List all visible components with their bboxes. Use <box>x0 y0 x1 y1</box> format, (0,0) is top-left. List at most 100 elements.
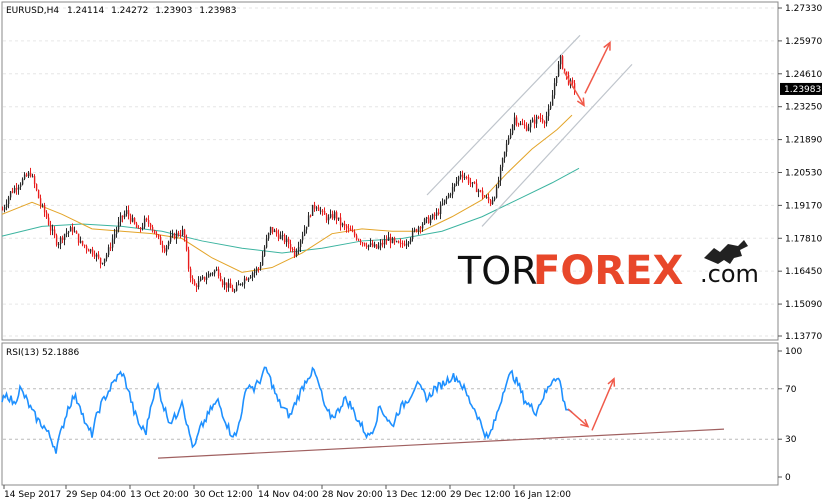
candle-body <box>241 283 244 285</box>
candle-body <box>299 240 302 247</box>
price-tick-label: 1.25970 <box>785 37 822 47</box>
candle-body <box>253 271 256 274</box>
candle-body <box>457 176 460 182</box>
candle-body <box>53 229 56 236</box>
candle-body <box>201 276 204 279</box>
rsi-forecast-arrow-head <box>580 418 590 428</box>
candle-body <box>475 183 478 193</box>
candle-body <box>273 230 276 233</box>
candle-body <box>469 182 472 184</box>
rsi-tick-label: 0 <box>785 473 791 483</box>
candle-body <box>205 277 208 280</box>
candle-body <box>559 56 562 65</box>
candle-body <box>561 56 564 69</box>
rsi-forecast-arrow-head <box>607 377 616 387</box>
candle-body <box>117 221 120 230</box>
candle-body <box>553 83 556 96</box>
candle-body <box>45 212 48 218</box>
candle-body <box>331 214 334 219</box>
candle-body <box>531 119 534 123</box>
candle-body <box>199 278 202 282</box>
candle-body <box>415 229 418 232</box>
candle-body <box>237 283 240 286</box>
candle-body <box>351 230 354 232</box>
candle-body <box>11 191 14 193</box>
candle-body <box>485 197 488 199</box>
candle-body <box>319 210 322 212</box>
time-tick-label: 16 Jan 12:00 <box>514 490 571 500</box>
price-tick-label: 1.15090 <box>785 300 822 310</box>
candle-body <box>493 197 496 200</box>
candle-body <box>573 83 576 90</box>
candle-body <box>403 244 406 246</box>
candle-body <box>269 226 272 233</box>
ohlc-open: 1.24114 <box>67 6 104 16</box>
candle-body <box>55 235 58 245</box>
price-tick-label: 1.21890 <box>785 136 822 146</box>
candle-body <box>5 204 8 208</box>
rsi-forecast-arrows <box>567 377 616 431</box>
candle-body <box>123 213 126 218</box>
watermark-com: .com <box>700 260 759 288</box>
candle-body <box>183 229 186 238</box>
candle-body <box>289 243 292 249</box>
candle-body <box>131 218 134 222</box>
candle-body <box>271 226 274 233</box>
candle-body <box>499 167 502 181</box>
candle-body <box>233 290 236 292</box>
candle-body <box>31 176 34 178</box>
candle-body <box>341 223 344 226</box>
candle-body <box>365 245 368 248</box>
candle-body <box>315 207 318 209</box>
price-tick-label: 1.20530 <box>785 168 822 178</box>
candle-body <box>23 174 26 179</box>
time-tick-label: 28 Nov 20:00 <box>322 490 383 500</box>
candle-body <box>321 210 324 212</box>
candle-body <box>517 123 520 125</box>
candle-body <box>295 251 298 256</box>
candle-body <box>249 276 252 279</box>
candle-body <box>451 187 454 195</box>
candle-body <box>101 262 104 264</box>
candle-body <box>87 249 90 252</box>
candle-body <box>17 187 20 190</box>
candle-body <box>229 283 232 289</box>
current-price-label: 1.23983 <box>784 85 821 95</box>
candle-body <box>327 217 330 221</box>
time-tick-label: 29 Dec 12:00 <box>450 490 511 500</box>
candle-body <box>73 231 76 233</box>
candle-body <box>75 231 78 234</box>
candle-body <box>325 214 328 221</box>
rsi-title: RSI(13) 52.1886 <box>6 348 79 358</box>
candle-body <box>3 207 6 210</box>
candle-body <box>347 228 350 230</box>
candle-body <box>165 246 168 252</box>
candle-body <box>467 177 470 183</box>
rsi-tick-label: 30 <box>785 435 797 445</box>
price-forecast-arrows <box>563 41 611 107</box>
candle-body <box>541 118 544 122</box>
candle-body <box>111 239 114 248</box>
candle-body <box>425 217 428 219</box>
ohlc-low: 1.23903 <box>155 6 192 16</box>
time-axis: 14 Sep 2017 29 Sep 04:00 13 Oct 20:00 30 Oc… <box>3 485 571 500</box>
candle-body <box>223 282 226 286</box>
candle-body <box>397 241 400 243</box>
candle-body <box>235 285 238 291</box>
candle-body <box>133 218 136 224</box>
time-tick-label: 14 Nov 04:00 <box>258 490 319 500</box>
candle-body <box>511 125 514 134</box>
rsi-forecast-arrow <box>567 408 589 428</box>
rsi-line <box>1 366 573 454</box>
candle-body <box>307 215 310 227</box>
forecast-arrow <box>563 71 585 106</box>
candle-body <box>153 229 156 234</box>
candle-body <box>317 207 320 211</box>
candle-body <box>361 242 364 244</box>
candle-body <box>421 224 424 229</box>
candle-body <box>443 199 446 204</box>
torforex-watermark: TOR FOREX .com <box>457 240 759 294</box>
candle-body <box>197 281 200 288</box>
candle-body <box>439 204 442 215</box>
candle-body <box>139 227 142 229</box>
